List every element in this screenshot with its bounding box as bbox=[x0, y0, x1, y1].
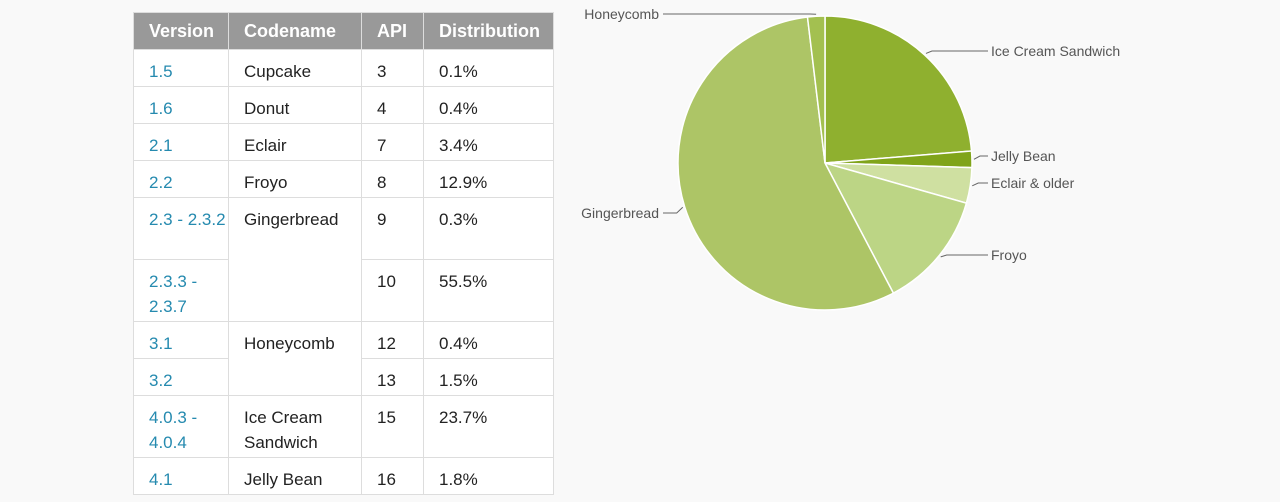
table-row: 4.0.3 - 4.0.4 Ice Cream Sandwich 15 23.7… bbox=[133, 395, 554, 458]
distribution-table: Version Codename API Distribution 1.5 Cu… bbox=[133, 12, 554, 495]
codename-cell: Donut bbox=[228, 86, 362, 124]
header-api: API bbox=[361, 12, 424, 50]
api-cell: 7 bbox=[361, 123, 424, 161]
table-row: 2.3.3 - 2.3.7 10 55.5% bbox=[133, 259, 554, 322]
header-codename: Codename bbox=[228, 12, 362, 50]
leader-line bbox=[940, 254, 988, 258]
table-row: 2.1 Eclair 7 3.4% bbox=[133, 123, 554, 161]
leader-line bbox=[925, 50, 988, 54]
table-row: 1.5 Cupcake 3 0.1% bbox=[133, 49, 554, 87]
leader-line bbox=[972, 182, 988, 187]
codename-cell: Ice Cream Sandwich bbox=[228, 395, 362, 458]
version-link[interactable]: 2.3 - 2.3.2 bbox=[133, 197, 229, 260]
api-cell: 13 bbox=[361, 358, 424, 396]
pie-slice bbox=[677, 16, 895, 311]
distribution-pie-chart: Ice Cream Sandwich Jelly Bean Eclair & old… bbox=[581, 6, 1120, 311]
leader-line bbox=[663, 206, 684, 214]
codename-cell: Gingerbread bbox=[228, 197, 362, 322]
table-header-row: Version Codename API Distribution bbox=[133, 12, 554, 50]
slice-label: Gingerbread bbox=[581, 205, 659, 221]
distribution-cell: 55.5% bbox=[423, 259, 554, 322]
version-link[interactable]: 2.2 bbox=[133, 160, 229, 198]
codename-cell: Cupcake bbox=[228, 49, 362, 87]
distribution-cell: 12.9% bbox=[423, 160, 554, 198]
codename-cell: Eclair bbox=[228, 123, 362, 161]
distribution-cell: 0.3% bbox=[423, 197, 554, 260]
distribution-cell: 0.4% bbox=[423, 86, 554, 124]
pie-slice bbox=[806, 15, 826, 164]
version-link[interactable]: 4.1 bbox=[133, 457, 229, 495]
version-link[interactable]: 3.2 bbox=[133, 358, 229, 396]
slice-label: Ice Cream Sandwich bbox=[991, 43, 1120, 59]
distribution-cell: 0.1% bbox=[423, 49, 554, 87]
api-cell: 9 bbox=[361, 197, 424, 260]
api-cell: 15 bbox=[361, 395, 424, 458]
slice-label: Froyo bbox=[991, 247, 1027, 263]
codename-cell: Jelly Bean bbox=[228, 457, 362, 495]
distribution-cell: 1.5% bbox=[423, 358, 554, 396]
distribution-cell: 23.7% bbox=[423, 395, 554, 458]
pie-slice bbox=[823, 161, 968, 295]
table-row: 3.1 Honeycomb 12 0.4% bbox=[133, 321, 554, 396]
api-cell: 4 bbox=[361, 86, 424, 124]
table-row: 2.2 Froyo 8 12.9% bbox=[133, 160, 554, 198]
distribution-cell: 0.4% bbox=[423, 321, 554, 359]
version-link[interactable]: 4.0.3 - 4.0.4 bbox=[133, 395, 229, 458]
header-version: Version bbox=[133, 12, 229, 50]
api-cell: 8 bbox=[361, 160, 424, 198]
table-row: 1.6 Donut 4 0.4% bbox=[133, 86, 554, 124]
leader-line bbox=[973, 155, 988, 160]
slice-label: Honeycomb bbox=[584, 6, 659, 22]
version-link[interactable]: 2.3.3 - 2.3.7 bbox=[133, 259, 229, 322]
table-row: 2.3 - 2.3.2 Gingerbread 9 0.3% bbox=[133, 197, 554, 322]
version-link[interactable]: 1.6 bbox=[133, 86, 229, 124]
api-cell: 10 bbox=[361, 259, 424, 322]
version-link[interactable]: 1.5 bbox=[133, 49, 229, 87]
codename-cell: Froyo bbox=[228, 160, 362, 198]
api-cell: 12 bbox=[361, 321, 424, 359]
pie-slice bbox=[824, 15, 973, 164]
slice-label: Eclair & older bbox=[991, 175, 1075, 191]
distribution-cell: 1.8% bbox=[423, 457, 554, 495]
distribution-cell: 3.4% bbox=[423, 123, 554, 161]
api-cell: 16 bbox=[361, 457, 424, 495]
version-link[interactable]: 3.1 bbox=[133, 321, 229, 359]
codename-cell: Honeycomb bbox=[228, 321, 362, 396]
api-cell: 3 bbox=[361, 49, 424, 87]
version-link[interactable]: 2.1 bbox=[133, 123, 229, 161]
slice-label: Jelly Bean bbox=[991, 148, 1056, 164]
table-row: 4.1 Jelly Bean 16 1.8% bbox=[133, 457, 554, 495]
header-distribution: Distribution bbox=[423, 12, 554, 50]
